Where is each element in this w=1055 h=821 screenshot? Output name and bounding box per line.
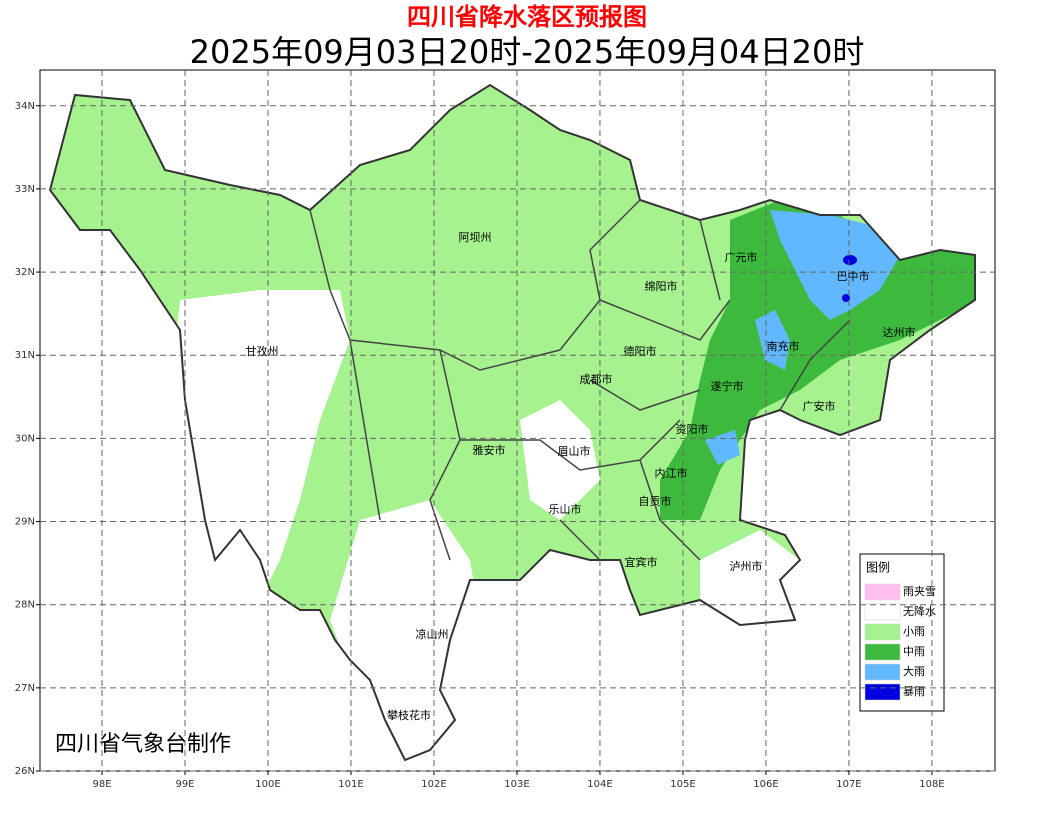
city-label: 德阳市: [624, 344, 657, 358]
legend-swatch: [864, 663, 901, 681]
legend-label: 中雨: [903, 645, 925, 658]
city-label: 雅安市: [473, 443, 506, 457]
moderate-rain-area: [660, 200, 975, 520]
city-label: 资阳市: [676, 422, 709, 436]
y-tick-label: 31N: [15, 350, 35, 361]
legend-swatch: [864, 623, 901, 641]
x-tick-label: 98E: [92, 779, 111, 790]
legend-title: 图例: [866, 561, 890, 575]
y-tick-label: 32N: [15, 267, 35, 278]
legend-swatch: [864, 603, 901, 621]
y-tick-label: 33N: [15, 184, 35, 195]
title: 四川省降水落区预报图: [407, 3, 647, 31]
city-label: 眉山市: [558, 444, 591, 458]
y-tick-label: 34N: [15, 101, 35, 112]
city-label: 攀枝花市: [387, 708, 431, 722]
city-label: 南充市: [767, 339, 800, 353]
x-tick-label: 105E: [670, 779, 695, 790]
city-label: 绵阳市: [645, 279, 678, 293]
legend-label: 大雨: [903, 664, 925, 678]
x-tick-label: 107E: [836, 779, 861, 790]
city-label: 内江市: [655, 466, 688, 480]
x-tick-label: 102E: [421, 779, 446, 790]
city-label: 广元市: [725, 250, 758, 264]
city-label: 自贡市: [639, 494, 672, 508]
y-tick-label: 29N: [15, 517, 35, 528]
legend-swatch: [864, 683, 901, 701]
no-rain-area: [170, 290, 350, 600]
legend-label: 无降水: [903, 604, 936, 618]
city-label: 成都市: [580, 372, 613, 386]
legend-label: 雨夹雪: [903, 585, 936, 598]
legend-swatch: [864, 583, 901, 601]
x-tick-label: 106E: [753, 779, 778, 790]
x-tick-label: 99E: [175, 779, 194, 790]
subtitle: 2025年09月03日20时-2025年09月04日20时: [190, 33, 865, 71]
y-tick-label: 26N: [15, 766, 35, 777]
city-label: 甘孜州: [246, 344, 279, 358]
rainstorm-area: [843, 255, 857, 265]
legend-label: 暴雨: [903, 685, 925, 698]
x-tick-label: 103E: [504, 779, 529, 790]
city-label: 泸州市: [730, 559, 763, 573]
rainstorm-area: [842, 294, 850, 302]
heavy-rain-area: [770, 210, 900, 320]
city-label: 巴中市: [837, 269, 870, 283]
credit: 四川省气象台制作: [55, 732, 231, 757]
city-label: 乐山市: [549, 502, 582, 516]
city-borders: [309, 199, 851, 561]
city-label: 阿坝州: [459, 230, 492, 244]
y-tick-label: 27N: [15, 683, 35, 694]
province-border: [48, 83, 976, 762]
city-label: 遂宁市: [711, 379, 744, 393]
city-label: 广安市: [803, 399, 836, 413]
y-tick-label: 28N: [15, 600, 35, 611]
x-tick-label: 108E: [919, 779, 944, 790]
x-tick-label: 104E: [587, 779, 612, 790]
y-tick-label: 30N: [15, 433, 35, 444]
city-label: 宜宾市: [625, 555, 658, 569]
legend-label: 小雨: [903, 625, 925, 638]
city-label: 达州市: [883, 325, 916, 339]
city-label: 凉山州: [416, 627, 449, 641]
x-tick-label: 101E: [338, 779, 363, 790]
x-tick-label: 100E: [255, 779, 280, 790]
legend-swatch: [864, 643, 901, 661]
no-rain-area: [520, 400, 600, 520]
